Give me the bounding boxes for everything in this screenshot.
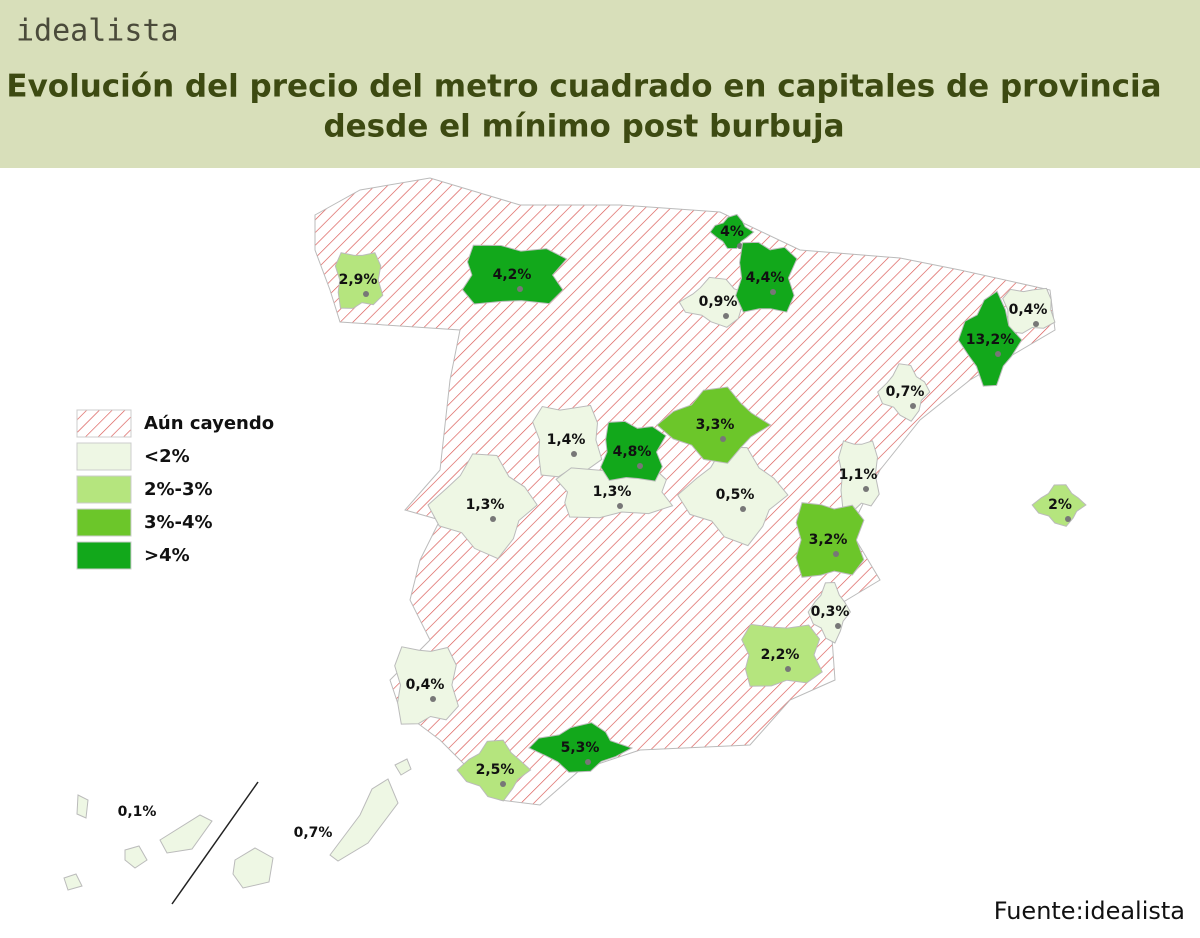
capital-dot [833, 551, 839, 557]
capital-dot [1033, 321, 1039, 327]
capital-dot [740, 506, 746, 512]
capital-dot [863, 486, 869, 492]
legend-label: <2% [144, 446, 190, 467]
region-label: 0,7% [886, 384, 925, 400]
province [1002, 287, 1056, 334]
island [76, 794, 89, 819]
province [678, 276, 754, 328]
region-label: 2,9% [339, 272, 378, 288]
capital-dot [785, 666, 791, 672]
region-label: 0,1% [118, 804, 157, 820]
province [394, 646, 459, 725]
capital-dot [720, 436, 726, 442]
capital-dot [835, 623, 841, 629]
capital-dot [500, 781, 506, 787]
capital-dot [517, 286, 523, 292]
island [159, 814, 213, 854]
region-label: 1,4% [547, 432, 586, 448]
capital-dot [995, 351, 1001, 357]
province [877, 363, 931, 422]
legend: Aún cayendo <2% 2%-3% 3%-4% >4% [76, 409, 274, 570]
legend-label: >4% [144, 545, 190, 566]
legend-label: Aún cayendo [144, 413, 274, 434]
region-label: 13,2% [966, 332, 1015, 348]
legend-swatch [76, 409, 132, 438]
legend-swatch [76, 442, 132, 471]
legend-swatch [76, 475, 132, 504]
province [461, 244, 568, 305]
province [957, 290, 1023, 387]
region-label: 0,9% [699, 294, 738, 310]
region-label: 3,3% [696, 417, 735, 433]
province [334, 252, 384, 309]
region-label: 0,5% [716, 487, 755, 503]
capital-dot [1065, 516, 1071, 522]
province [677, 446, 789, 547]
title-line: desde el mínimo post burbuja [323, 109, 844, 145]
region-label: 1,1% [839, 467, 878, 483]
province [838, 440, 880, 512]
province [741, 623, 823, 687]
province [795, 502, 865, 578]
capital-dot [637, 463, 643, 469]
header-band [0, 0, 1200, 168]
capital-dot [490, 516, 496, 522]
region-label: 4,8% [613, 444, 652, 460]
capital-dot [910, 403, 916, 409]
region-label: 2,2% [761, 647, 800, 663]
province [456, 739, 532, 802]
legend-swatch [76, 508, 132, 537]
province [656, 386, 772, 464]
province [600, 420, 667, 482]
region-label: 0,4% [1009, 302, 1048, 318]
island [63, 873, 83, 891]
region-label: 3,2% [809, 532, 848, 548]
legend-label: 2%-3% [144, 479, 213, 500]
capital-dot [430, 696, 436, 702]
capital-dot [723, 313, 729, 319]
region-label: 4% [720, 224, 744, 240]
divider [171, 781, 259, 905]
region-label: 4,2% [493, 267, 532, 283]
source: Fuente:idealista [994, 897, 1185, 925]
region-label: 0,4% [406, 677, 445, 693]
island [394, 758, 412, 776]
regions: 0,9% 0,4% 0,7% 1,4% 1,3% 1,3% 0,5% 1,1% 0,3% 0,4%… [118, 213, 1087, 841]
region-label: 2,5% [476, 762, 515, 778]
brand: idealista [16, 14, 179, 49]
region-label: 1,3% [466, 497, 505, 513]
capital-dot [363, 291, 369, 297]
province [1031, 484, 1087, 527]
title-line: Evolución del precio del metro cuadrado … [6, 69, 1161, 105]
province [735, 241, 798, 313]
region-label: 5,3% [561, 740, 600, 756]
legend-label: 3%-4% [144, 512, 213, 533]
region-label: 1,3% [593, 484, 632, 500]
capital-dot [617, 503, 623, 509]
region-label: 0,7% [294, 825, 333, 841]
canary-islands [63, 758, 412, 905]
region-label: 0,3% [811, 604, 850, 620]
capital-dot [571, 451, 577, 457]
island [124, 845, 148, 869]
legend-swatch [76, 541, 132, 570]
capital-dot [585, 759, 591, 765]
region-label: 4,4% [746, 270, 785, 286]
province [427, 453, 538, 560]
province [528, 722, 634, 773]
island [232, 847, 274, 889]
island [329, 778, 399, 862]
region-label: 2% [1048, 497, 1072, 513]
capital-dot [770, 289, 776, 295]
